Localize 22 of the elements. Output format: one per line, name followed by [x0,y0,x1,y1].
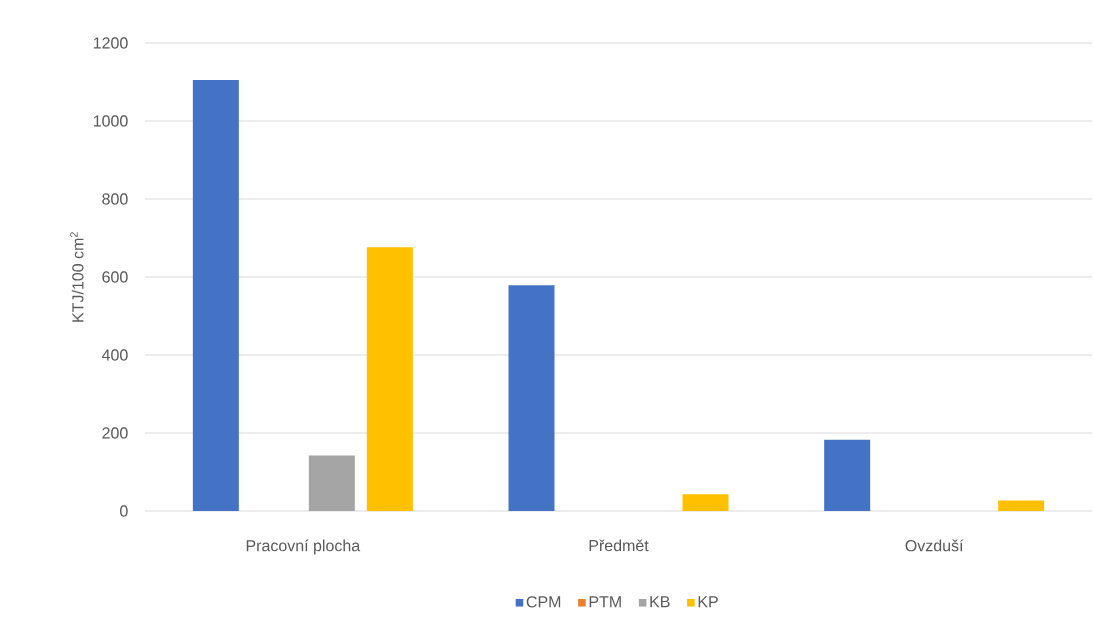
y-tick-label: 0 [120,505,128,517]
legend-label: KP [698,596,718,608]
bar [508,285,555,511]
y-tick-label: 800 [102,193,128,205]
legend-label: CPM [526,596,561,608]
bar [192,80,239,511]
bar [308,455,355,511]
x-tick-label: Ovzduší [905,539,964,552]
bar [682,494,729,511]
y-tick-label: 1000 [93,115,128,127]
bar [824,439,871,511]
bar [998,500,1045,511]
x-tick-label: Předmět [589,539,649,552]
y-tick-label: 200 [102,427,128,439]
bar [366,247,413,511]
y-tick-label: 600 [102,271,128,283]
y-tick-label: 400 [101,349,128,361]
y-axis-title: KTJ/100 cm$^{2}$ [70,232,84,322]
y-tick-label: 1200 [93,37,128,49]
legend-label: PTM [589,596,621,608]
legend-label: KB [650,596,670,608]
x-tick-label: Pracovní plocha [246,539,361,555]
